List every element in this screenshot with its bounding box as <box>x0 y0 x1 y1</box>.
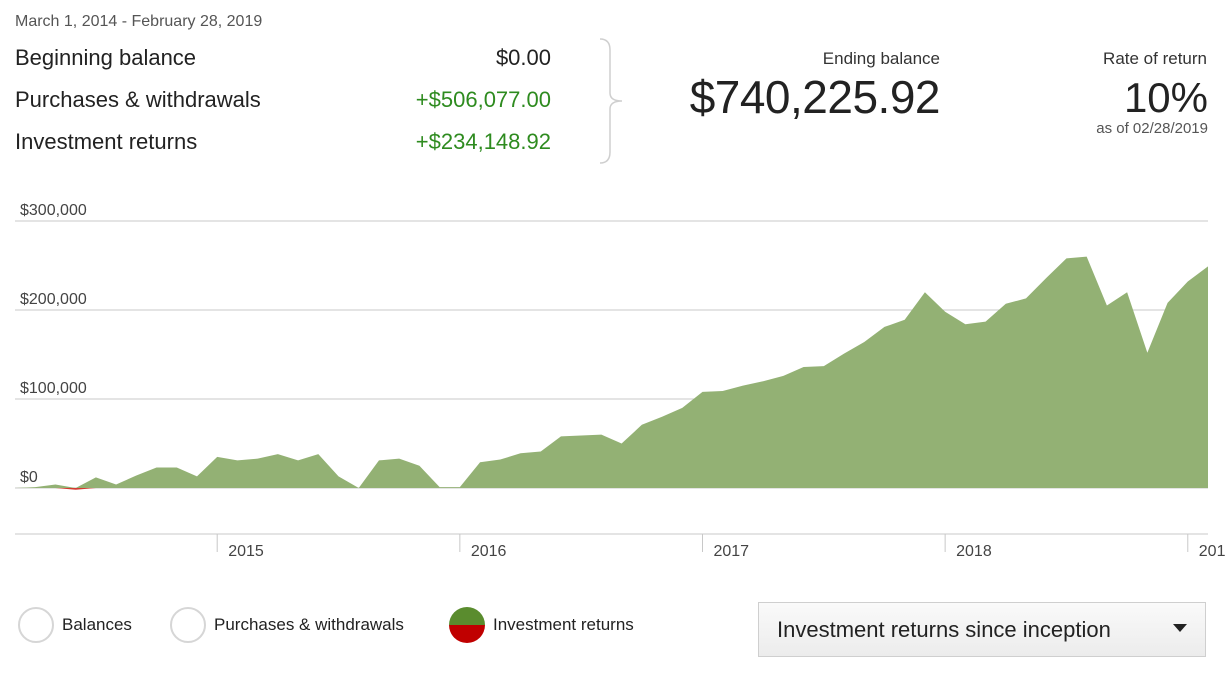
y-tick-label: $200,000 <box>20 291 87 308</box>
x-tick-label: 2017 <box>713 543 749 560</box>
investment-returns-label: Investment returns <box>15 129 198 154</box>
radio-circle-selected-icon[interactable] <box>449 607 485 643</box>
purchases-withdrawals-value: +$506,077.00 <box>415 87 551 112</box>
x-tick-label: 2016 <box>471 543 507 560</box>
legend-returns-label: Investment returns <box>493 615 634 634</box>
dropdown-selected-value: Investment returns since inception <box>777 616 1111 642</box>
x-tick-label: 2015 <box>228 543 264 560</box>
ending-balance-value: $740,225.92 <box>689 71 941 123</box>
ending-balance-label: Ending balance <box>822 49 940 68</box>
brace-divider <box>599 38 623 164</box>
investment-returns-chart[interactable]: $300,000 $200,000 $100,000 $0 2015 2016 2017 20… <box>0 180 1228 580</box>
legend-balances-label: Balances <box>62 615 132 634</box>
y-tick-label: $0 <box>20 469 38 486</box>
caret-down-icon <box>1173 624 1187 632</box>
beginning-balance-label: Beginning balance <box>15 45 197 70</box>
x-tick-label: 2018 <box>956 543 992 560</box>
legend-purchases[interactable]: Purchases & withdrawals <box>170 604 404 646</box>
legend-investment-returns[interactable]: Investment returns <box>449 604 634 646</box>
rate-of-return-date: as of 02/28/2019 <box>1096 120 1208 137</box>
y-tick-label: $300,000 <box>20 202 87 219</box>
purchases-withdrawals-label: Purchases & withdrawals <box>15 87 261 112</box>
legend-purchases-label: Purchases & withdrawals <box>214 615 404 634</box>
radio-circle-icon[interactable] <box>170 607 206 643</box>
investment-returns-value: +$234,148.92 <box>415 129 551 154</box>
rate-of-return-value: 10% <box>1123 74 1208 121</box>
radio-circle-icon[interactable] <box>18 607 54 643</box>
beginning-balance-value: $0.00 <box>495 45 551 70</box>
date-range: March 1, 2014 - February 28, 2019 <box>15 13 263 30</box>
returns-area <box>15 256 1208 488</box>
view-select-dropdown[interactable]: Investment returns since inception <box>758 602 1206 657</box>
rate-of-return-label: Rate of return <box>1103 49 1207 68</box>
y-tick-label: $100,000 <box>20 380 87 397</box>
x-tick-label: 201 <box>1199 543 1226 560</box>
legend-balances[interactable]: Balances <box>18 604 132 646</box>
